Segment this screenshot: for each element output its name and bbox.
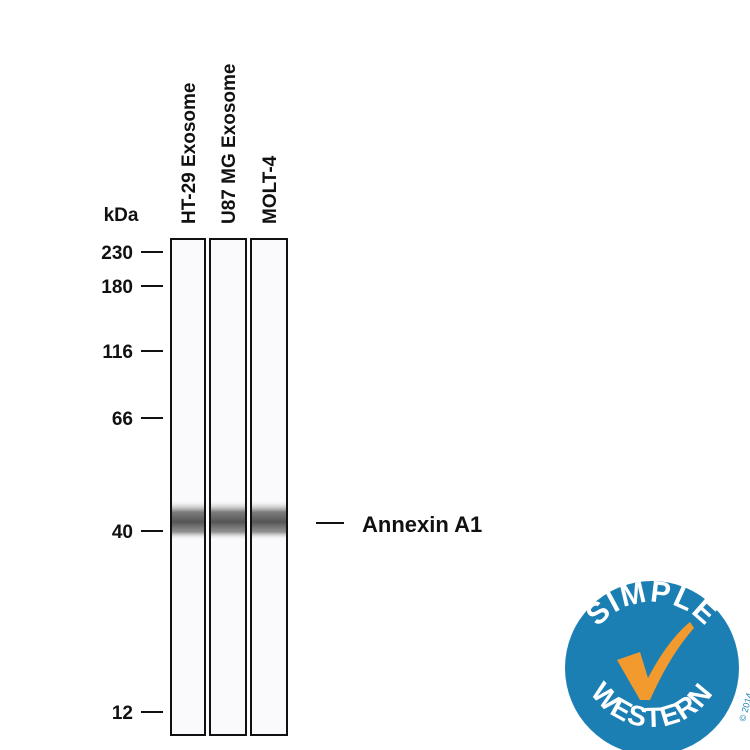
lane-strip xyxy=(170,238,206,736)
marker: 180 xyxy=(101,277,163,298)
lane-label: MOLT-4 xyxy=(260,155,281,224)
protein-band xyxy=(172,500,204,540)
logo-copyright: © 2014 xyxy=(737,692,750,723)
marker: 40 xyxy=(112,522,163,543)
lane: U87 MG Exosome xyxy=(209,64,247,736)
marker-label: 66 xyxy=(112,409,133,430)
lane-strip xyxy=(209,238,247,736)
lane: MOLT-4 xyxy=(250,155,288,736)
band-label: Annexin A1 xyxy=(362,512,482,537)
marker: 116 xyxy=(102,342,163,363)
simple-western-logo: SIMPLE WESTERN © 2014 xyxy=(565,575,750,750)
marker-label: 12 xyxy=(112,703,133,724)
lane: HT-29 Exosome xyxy=(170,83,206,736)
unit-label: kDa xyxy=(104,205,139,226)
lane-label: U87 MG Exosome xyxy=(219,64,240,225)
protein-band xyxy=(211,500,245,540)
marker: 230 xyxy=(101,243,163,264)
marker-label: 230 xyxy=(101,243,133,264)
checkmark-icon xyxy=(617,622,694,700)
marker: 66 xyxy=(112,409,163,430)
marker-label: 40 xyxy=(112,522,133,543)
protein-band xyxy=(252,500,286,540)
marker-label: 116 xyxy=(102,342,133,363)
lane-label: HT-29 Exosome xyxy=(179,83,200,225)
lane-strip xyxy=(250,238,288,736)
marker: 12 xyxy=(112,703,163,724)
logo-circle xyxy=(565,581,739,750)
marker-label: 180 xyxy=(101,277,133,298)
